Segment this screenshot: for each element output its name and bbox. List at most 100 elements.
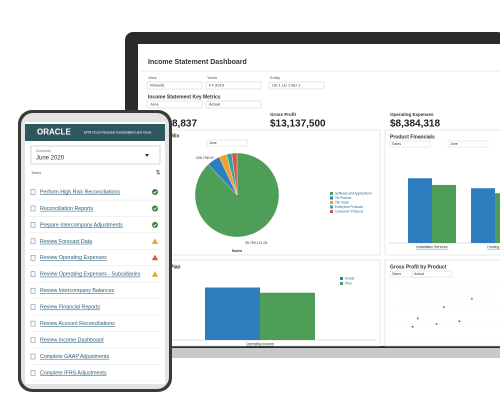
category-label: Operating Income [246, 342, 274, 346]
task-icon [30, 370, 36, 376]
status-done [152, 189, 158, 195]
task-icon [30, 304, 36, 310]
period-select[interactable] [146, 100, 203, 109]
dropdown-value: June [209, 141, 217, 145]
dropdown-value: Sales [392, 142, 401, 146]
metric-label: Gross Profit [270, 112, 297, 117]
task-link[interactable]: Review Operating Expenses [40, 255, 107, 261]
legend-swatch [330, 205, 333, 209]
status-check [153, 223, 157, 227]
status-done [152, 205, 158, 212]
legend-label: Consumer Products [335, 209, 364, 213]
legend-swatch [340, 277, 343, 280]
task-link[interactable]: Complete IFRS Adjustments [40, 370, 107, 376]
bar [471, 188, 495, 243]
filter-label: Years [207, 75, 217, 80]
period-value: June [150, 102, 159, 107]
status-check [153, 190, 157, 194]
task-icon [30, 205, 36, 212]
panel-title: Mix [171, 133, 180, 139]
dashboard-content: View Periodic Years FY 2019 Entity US 1 LE 1 … [146, 75, 500, 347]
category-label: Installation Services [416, 245, 447, 249]
scatter-point [416, 317, 419, 320]
filter-value: US 1 LE 1 BU 1 [272, 83, 301, 88]
app-name: EPM Cloud Financial Consolidation and Cl… [84, 130, 152, 134]
panel-title: Gross Profit by Product [390, 264, 447, 270]
menu-icon[interactable]: ☰ [29, 130, 34, 135]
scatter-point [411, 325, 414, 328]
legend-label: Tin Product [335, 196, 351, 200]
filter-label: Entity [270, 75, 280, 80]
task-link[interactable]: Review Operating Expenses - Subsidiaries [40, 272, 141, 278]
filter-select[interactable] [268, 81, 325, 90]
task-icon [30, 353, 36, 360]
pie-caption: Sales [232, 248, 243, 253]
scenario-select[interactable] [205, 100, 262, 109]
task-icon [30, 287, 36, 294]
task-link[interactable]: Prepare Intercompany Adjustments [40, 222, 123, 228]
schedule-label: Schedule [36, 149, 51, 153]
category-label: Hosting S [487, 245, 500, 249]
task-icon [30, 189, 36, 195]
task-link[interactable]: Complete GAAP Adjustments [40, 354, 109, 360]
brand: ORACLE [37, 128, 71, 137]
legend-label: Plan [345, 281, 352, 285]
task-link[interactable]: Review Financial Reports [40, 305, 100, 311]
dropdown[interactable] [389, 140, 431, 148]
bar [408, 178, 432, 243]
task-list: Perform High Risk Reconciliations Reconci… [29, 189, 161, 382]
legend-label: Enterprise Products [335, 205, 363, 209]
task-link[interactable]: Review Income Dashboard [40, 337, 104, 343]
legend-swatch [330, 210, 333, 213]
metric-label: Operating Expenses [390, 112, 434, 117]
task-icon [30, 238, 36, 245]
task-link[interactable]: Review Forecast Data [40, 239, 92, 245]
metric-value: $8,384,318 [390, 119, 440, 130]
metric-value: $13,137,500 [270, 119, 326, 130]
status-warning [151, 271, 159, 277]
legend-label: Software and Applications [335, 191, 372, 195]
tablet-screen [25, 122, 165, 384]
filter-select[interactable] [146, 81, 203, 90]
dashboard-title: Income Statement Dashboard [148, 59, 247, 66]
bar [205, 287, 260, 340]
schedule-select[interactable] [30, 145, 161, 165]
dropdown[interactable] [447, 140, 489, 148]
scatter-point [470, 297, 473, 300]
legend-swatch [340, 282, 343, 285]
slice-label: 35,759,121.00 [245, 241, 267, 245]
laptop-base [110, 348, 500, 358]
slice-label: 206,798.00 [196, 156, 214, 160]
filter-label: View [148, 75, 157, 80]
task-link[interactable]: Review Account Reconciliations [40, 321, 115, 327]
pie-slice [231, 152, 238, 196]
metric-value: 8,837 [172, 119, 197, 130]
dropdown[interactable] [206, 139, 248, 147]
sort-icon[interactable]: ⇅ [155, 171, 160, 177]
panel-title: Plan [170, 264, 181, 270]
scatter-point [442, 306, 445, 309]
status-check [153, 207, 157, 211]
tablet-header [25, 124, 165, 141]
task-icon [30, 271, 36, 277]
metrics-title: Income Statement Key Metrics [148, 94, 221, 100]
bar [495, 193, 500, 243]
status-alert [151, 254, 159, 261]
bar [260, 292, 315, 340]
scenario-value: Actual [209, 102, 220, 107]
dropdown[interactable] [411, 270, 453, 278]
task-link[interactable]: Perform High Risk Reconciliations [40, 189, 120, 195]
filter-select[interactable] [205, 81, 262, 90]
task-link[interactable]: Review Intercompany Balances [40, 288, 115, 294]
schedule-value: June 2020 [36, 156, 65, 162]
task-icon [30, 320, 36, 327]
dropdown-value: Actual [414, 272, 424, 276]
scatter-point [458, 320, 461, 323]
task-link[interactable]: Reconciliation Reports [40, 206, 93, 212]
filter-value: Periodic [150, 83, 164, 88]
task-icon [30, 222, 36, 228]
status-done [152, 221, 158, 228]
bar [432, 184, 456, 243]
section-title: Tasks [31, 170, 41, 175]
